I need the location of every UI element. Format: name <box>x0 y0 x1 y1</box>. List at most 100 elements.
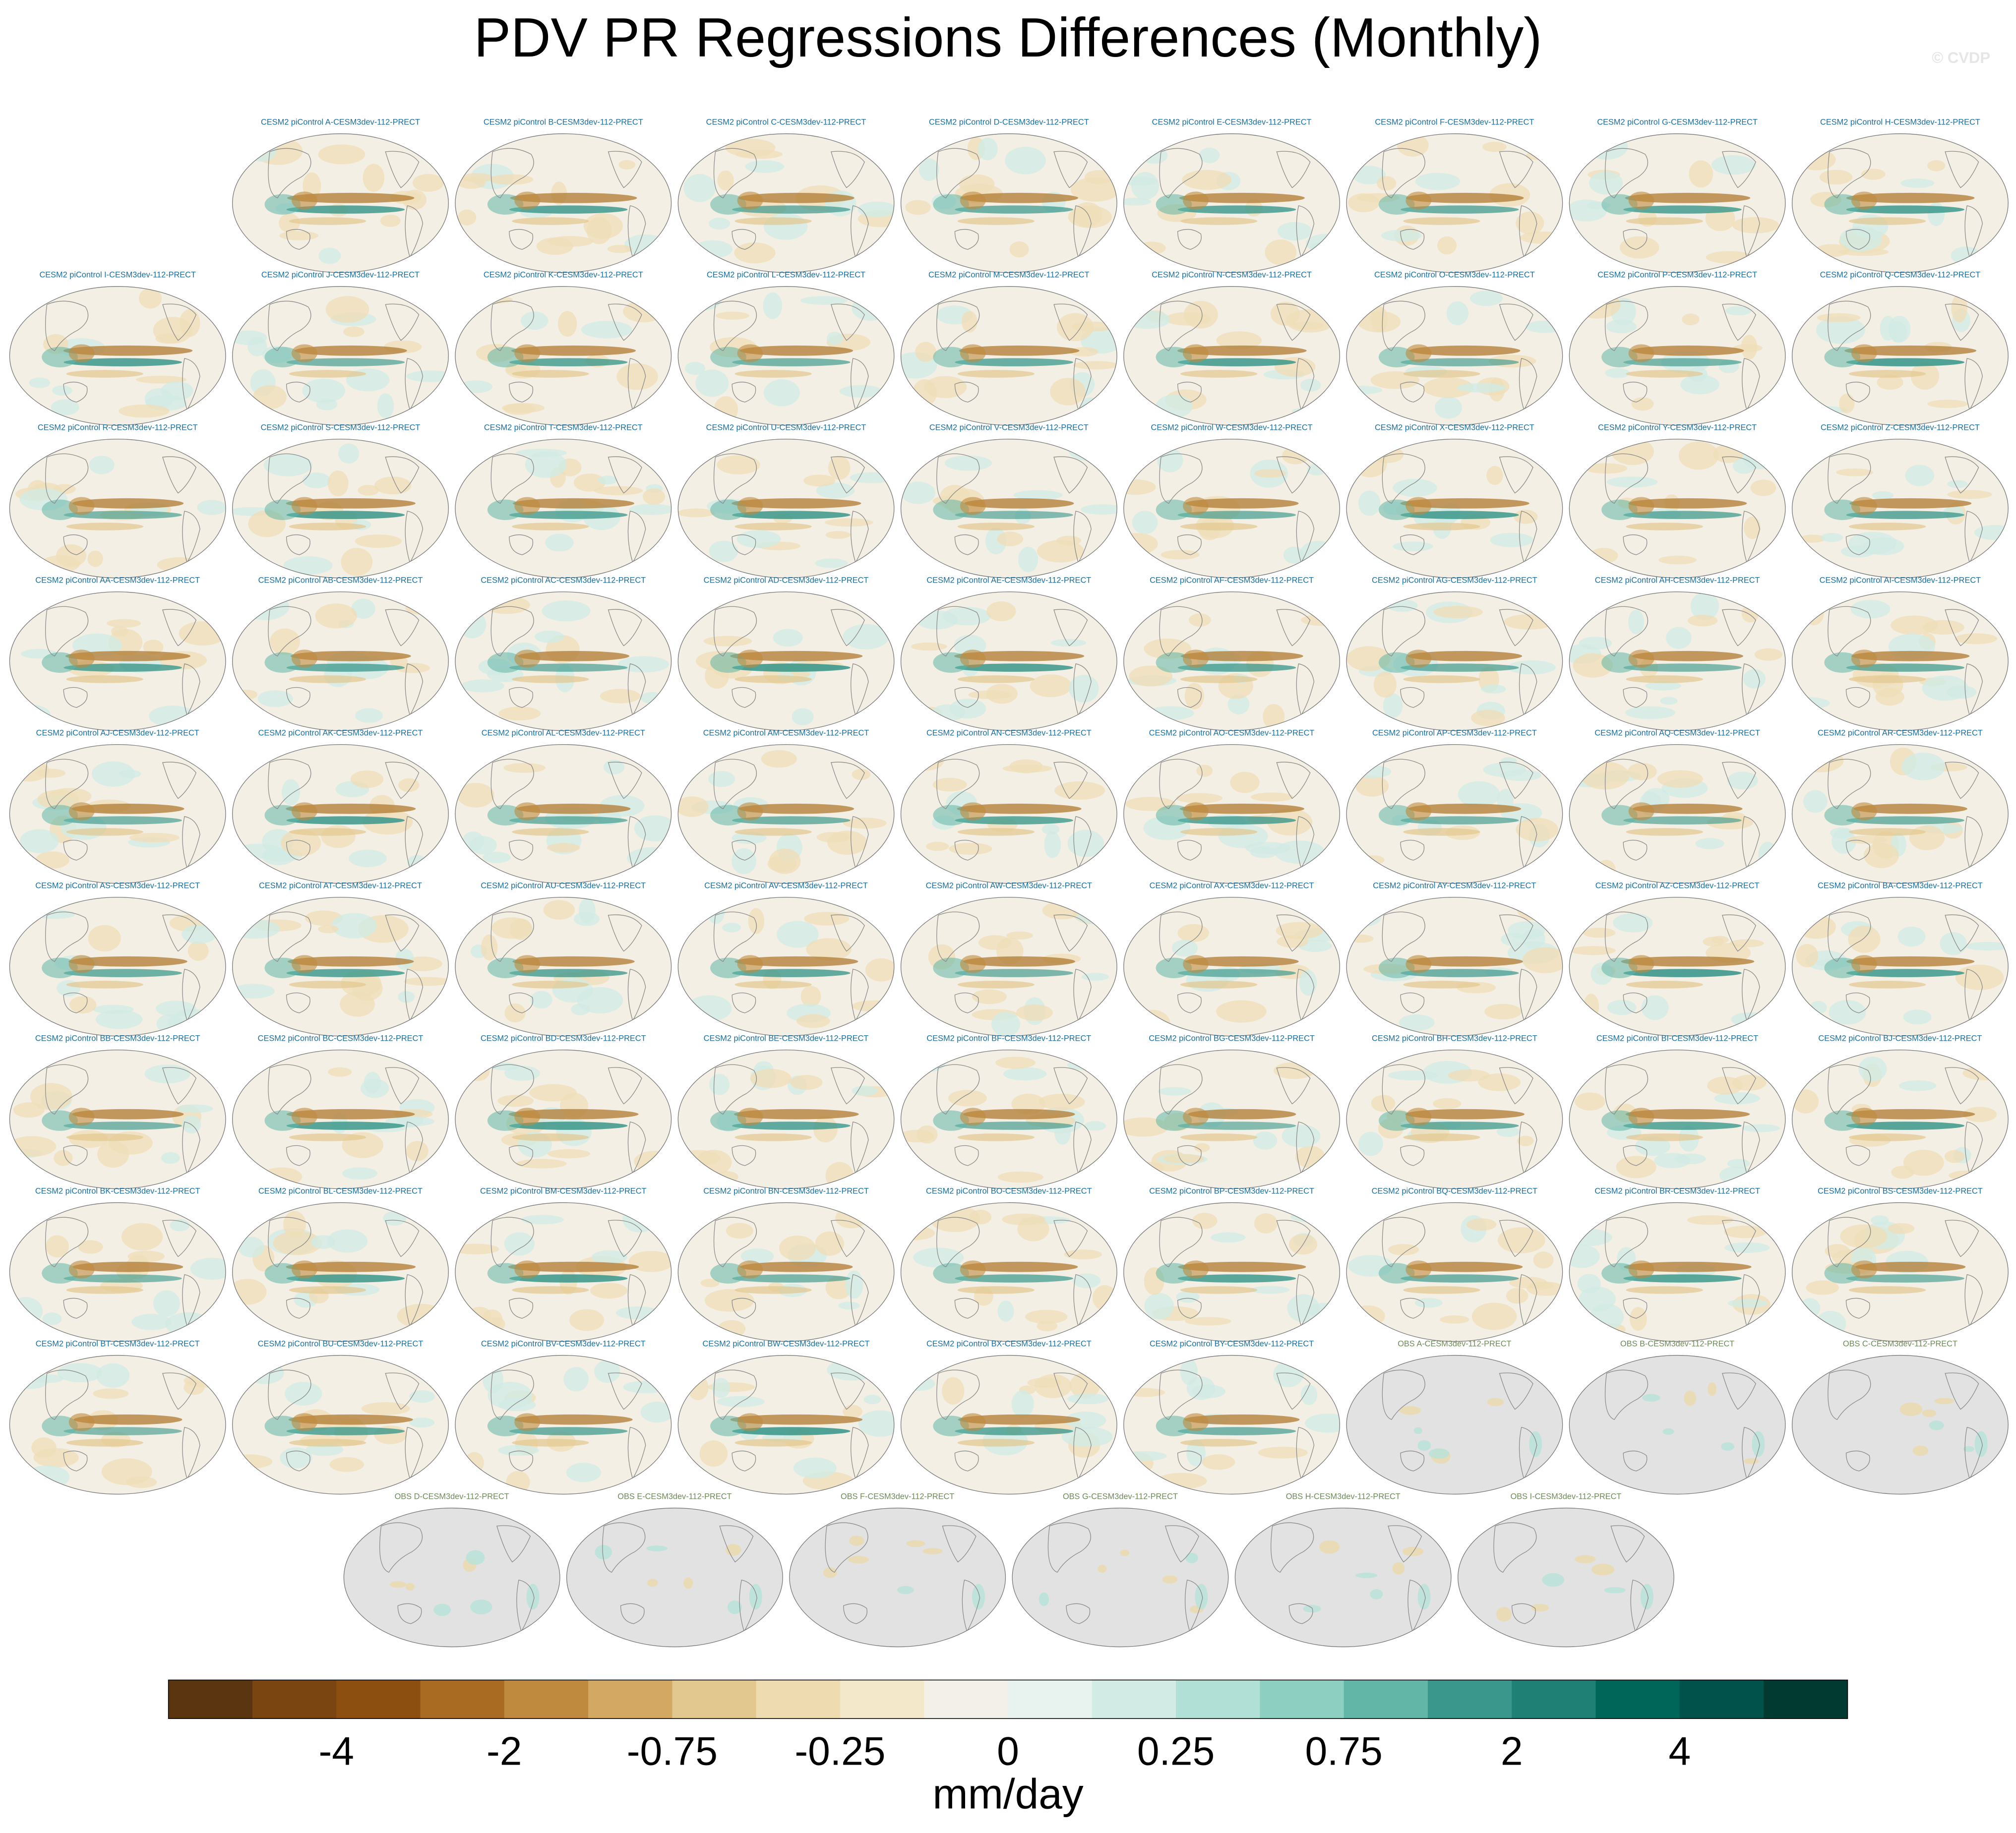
field-patch <box>457 209 477 226</box>
field-patch <box>1392 1562 1405 1575</box>
colorbar-box <box>1595 1680 1680 1719</box>
panel-title: CESM2 piControl Z-CESM3dev-112-PRECT <box>1821 423 1980 432</box>
field-band <box>1400 511 1519 519</box>
map-panel: OBS I-CESM3dev-112-PRECT <box>1458 1492 1674 1648</box>
map-panel: CESM2 piControl BS-CESM3dev-112-PRECT <box>1792 1186 2009 1342</box>
coastline <box>1177 1450 1202 1472</box>
field-patch <box>1516 818 1558 841</box>
field-patch <box>1684 1390 1697 1406</box>
map-panel: CESM2 piControl Q-CESM3dev-112-PRECT <box>1792 271 2009 426</box>
field-band <box>487 194 524 215</box>
map-border <box>455 591 672 731</box>
field-patch <box>489 174 534 185</box>
field-band <box>710 1110 746 1131</box>
map-ocean <box>901 591 1117 731</box>
field-patch <box>1569 1244 1600 1268</box>
field-patch <box>1470 710 1505 726</box>
map-panel: CESM2 piControl A-CESM3dev-112-PRECT <box>232 118 449 273</box>
map-panel: OBS C-CESM3dev-112-PRECT <box>1792 1339 2009 1495</box>
coastline <box>1742 205 1760 258</box>
coastline <box>732 1298 756 1319</box>
field-band <box>68 650 95 668</box>
field-patch <box>516 1159 567 1169</box>
field-patch <box>863 1395 881 1405</box>
map-border <box>1569 896 1786 1037</box>
field-band <box>1405 344 1432 362</box>
field-patch <box>616 1306 661 1319</box>
field-band <box>733 1109 859 1120</box>
field-patch <box>1250 846 1278 858</box>
map-field <box>1144 1211 1340 1327</box>
field-patch <box>1797 149 1836 171</box>
coastline <box>385 1220 420 1257</box>
field-band <box>957 1286 1035 1294</box>
coastline <box>936 911 980 962</box>
coastline <box>1845 1450 1870 1472</box>
field-patch <box>790 1075 823 1090</box>
coastline <box>627 1426 646 1480</box>
field-patch <box>281 829 321 856</box>
field-patch <box>1067 1393 1109 1405</box>
field-patch <box>700 1279 720 1288</box>
field-patch <box>483 596 530 614</box>
field-patch <box>852 769 871 780</box>
field-band <box>1183 191 1209 210</box>
field-band <box>65 650 191 661</box>
field-patch <box>769 848 801 874</box>
coastline <box>45 1064 89 1115</box>
map-border <box>1123 286 1341 426</box>
map-field <box>1828 1369 1988 1480</box>
field-band <box>66 675 144 683</box>
map-ocean <box>566 1508 783 1647</box>
coastline <box>843 1603 867 1624</box>
field-patch <box>761 750 797 768</box>
coastline <box>1828 453 1871 504</box>
coastline <box>1073 1122 1092 1175</box>
field-patch <box>270 628 300 655</box>
map-panel: OBS A-CESM3dev-112-PRECT <box>1346 1339 1563 1495</box>
map-border <box>677 286 895 426</box>
field-patch <box>1573 291 1621 319</box>
field-patch <box>1129 665 1172 687</box>
field-patch <box>1752 1431 1765 1457</box>
field-band <box>957 217 1035 225</box>
field-patch <box>1157 448 1183 473</box>
coastline <box>830 914 865 952</box>
field-band <box>740 1261 853 1272</box>
field-patch <box>852 1085 878 1096</box>
field-band <box>1623 1122 1742 1130</box>
field-patch <box>948 1090 987 1107</box>
field-band <box>955 205 1073 214</box>
panel-title: CESM2 piControl AP-CESM3dev-112-PRECT <box>1372 728 1537 737</box>
field-patch <box>1042 901 1082 920</box>
map-panel: CESM2 piControl BL-CESM3dev-112-PRECT <box>232 1186 449 1342</box>
map-ocean <box>1346 591 1563 731</box>
coastline <box>851 358 869 411</box>
field-patch <box>187 941 209 961</box>
field-patch <box>9 1136 57 1157</box>
field-patch <box>535 630 564 643</box>
panel-title: CESM2 piControl AC-CESM3dev-112-PRECT <box>481 576 646 585</box>
field-patch <box>1641 995 1669 1020</box>
field-patch <box>1065 1411 1106 1429</box>
field-patch <box>1184 683 1204 710</box>
coastline <box>1722 303 1757 341</box>
field-band <box>1156 1110 1192 1131</box>
field-band <box>1177 663 1296 672</box>
field-band <box>1403 370 1480 378</box>
field-patch <box>1847 835 1887 844</box>
field-patch <box>1013 490 1063 500</box>
field-band <box>63 345 193 356</box>
map-border <box>9 286 226 426</box>
field-patch <box>1069 674 1099 703</box>
field-band <box>68 497 95 515</box>
panel-title: CESM2 piControl AS-CESM3dev-112-PRECT <box>35 881 200 890</box>
field-patch <box>977 137 998 161</box>
coastline <box>1053 1067 1088 1105</box>
coastline <box>1610 1525 1645 1563</box>
field-patch <box>1689 160 1713 188</box>
colorbar-box <box>672 1680 757 1719</box>
field-band <box>1846 1109 1975 1120</box>
map-border <box>232 744 449 884</box>
map-border <box>1123 133 1341 273</box>
